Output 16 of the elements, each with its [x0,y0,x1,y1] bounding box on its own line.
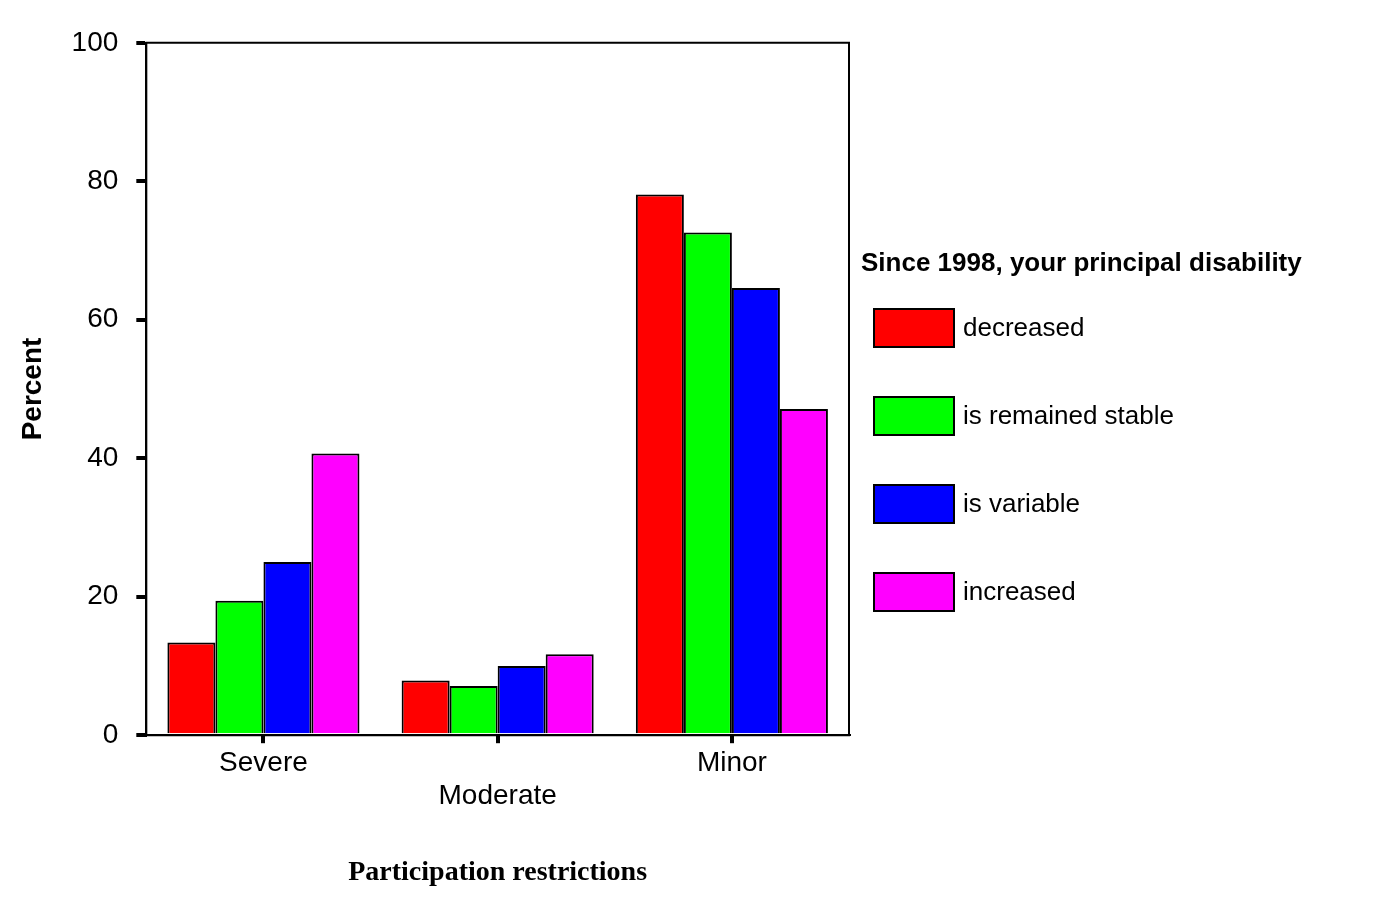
legend-label: increased [963,576,1076,607]
legend-label: is variable [963,488,1081,519]
y-axis-title: Percent [15,337,47,441]
legend-label: decreased [963,312,1085,343]
x-tick-label: Minor [696,745,767,777]
x-tick-label: Moderate [438,779,557,811]
y-tick-label: 60 [87,302,119,334]
y-tick-label: 40 [87,440,119,472]
y-tick-label: 80 [87,164,119,195]
x-axis-title: Participation restrictions [348,855,648,887]
legend-title: Since 1998, your principal disability [861,246,1302,278]
y-tick-label: 20 [87,579,119,611]
y-tick-label: 0 [102,717,119,749]
legend-label: is remained stable [963,400,1174,431]
x-tick-label: Severe [219,745,308,777]
y-tick-label: 100 [71,25,119,57]
